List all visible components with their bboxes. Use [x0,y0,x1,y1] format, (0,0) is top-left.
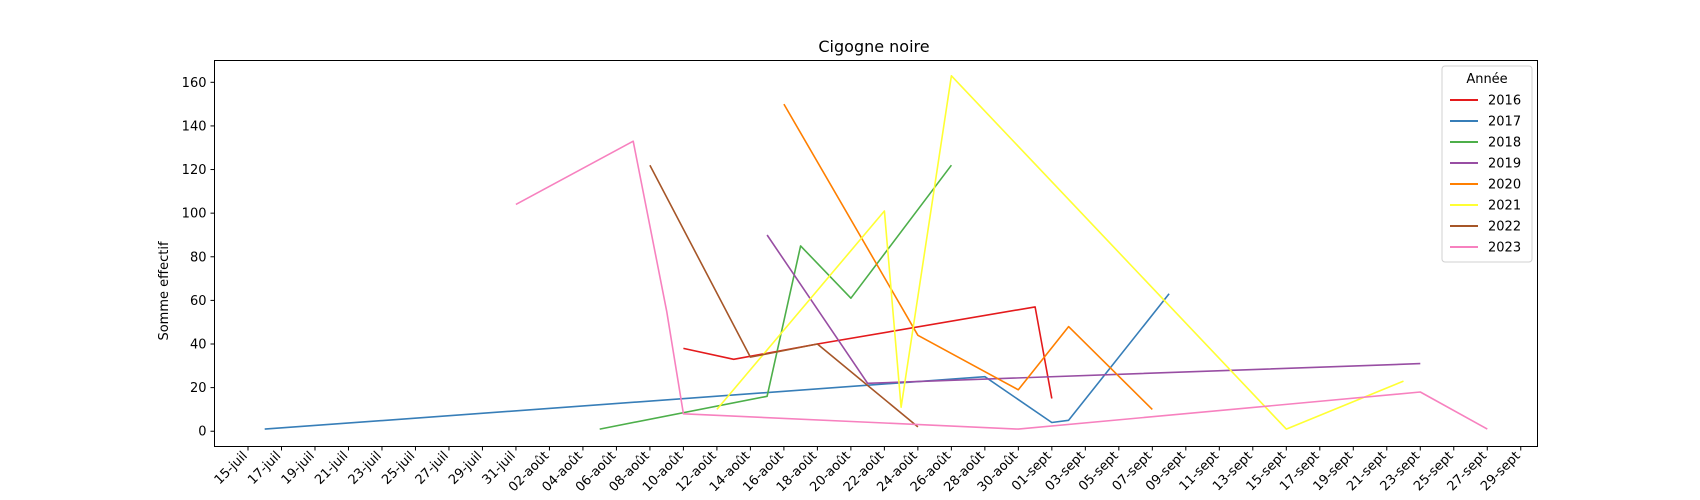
legend-box [1441,65,1533,263]
x-axis: 15-juil17-juil19-juil21-juil23-juil25-ju… [212,446,1524,495]
y-tick-label: 160 [182,76,207,91]
series-line-2018 [599,164,953,430]
legend-label-2020: 2020 [1488,178,1521,193]
y-axis-label: Somme effectif [157,241,172,340]
y-axis: 0 20 40 60 80 100 120 140 160 [182,76,215,440]
plot-frame [214,60,1538,447]
series-line-2021 [716,75,1404,430]
series-line-2017 [264,293,1170,430]
x-tick-label: 23-juil [346,449,385,488]
legend-label-2016: 2016 [1488,94,1521,109]
y-tick-label: 80 [190,250,207,265]
x-tick-label: 27-juil [413,449,452,488]
legend-label-2017: 2017 [1488,115,1521,130]
y-tick-label: 120 [182,163,207,178]
y-tick-label: 140 [182,119,207,134]
y-tick-label: 40 [190,338,207,353]
x-tick-label: 19-juil [279,449,318,488]
series-line-2023 [515,140,1488,430]
legend-label-2019: 2019 [1488,157,1521,172]
series-layer [264,75,1488,430]
x-tick-label: 25-juil [379,449,418,488]
x-tick-label: 15-juil [212,449,251,488]
series-line-2022 [649,164,919,428]
x-tick-label: 21-juil [312,449,351,488]
legend-label-2021: 2021 [1488,199,1521,214]
legend-title: Année [1466,72,1507,87]
x-tick-label: 29-juil [446,449,485,488]
series-line-2020 [783,103,1153,410]
y-tick-label: 100 [182,207,207,222]
legend-label-2018: 2018 [1488,136,1521,151]
y-tick-label: 20 [190,381,207,396]
x-tick-label: 17-juil [245,449,284,488]
y-tick-label: 60 [190,294,207,309]
legend-label-2022: 2022 [1488,220,1521,235]
y-tick-label: 0 [198,425,206,440]
legend-label-2023: 2023 [1488,241,1521,256]
chart-title: Cigogne noire [818,37,929,56]
legend: Année 2016 2017 2018 2019 2020 2021 2022 2023 [1441,65,1533,263]
series-line-2019 [766,234,1421,385]
